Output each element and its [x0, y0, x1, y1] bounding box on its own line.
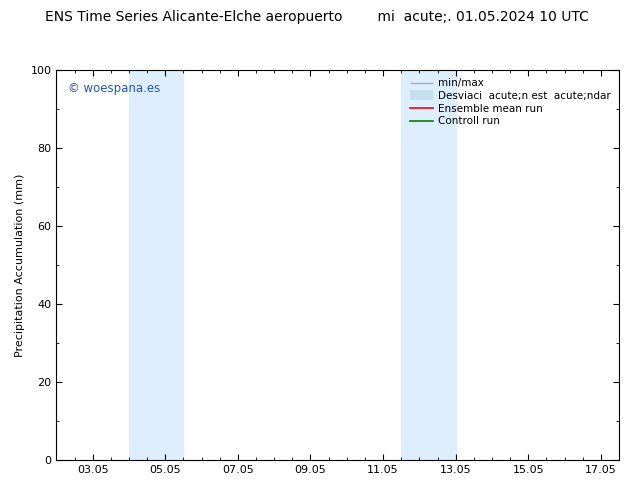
Text: © woespana.es: © woespana.es [68, 82, 160, 95]
Bar [401, 70, 456, 460]
Bar [129, 70, 183, 460]
Y-axis label: Precipitation Accumulation (mm): Precipitation Accumulation (mm) [15, 173, 25, 357]
Text: ENS Time Series Alicante-Elche aeropuerto        mi  acute;. 01.05.2024 10 UTC: ENS Time Series Alicante-Elche aeropuert… [45, 10, 589, 24]
Legend: min/max, Desviaci  acute;n est  acute;ndar, Ensemble mean run, Controll run: min/max, Desviaci acute;n est acute;ndar… [406, 75, 614, 129]
